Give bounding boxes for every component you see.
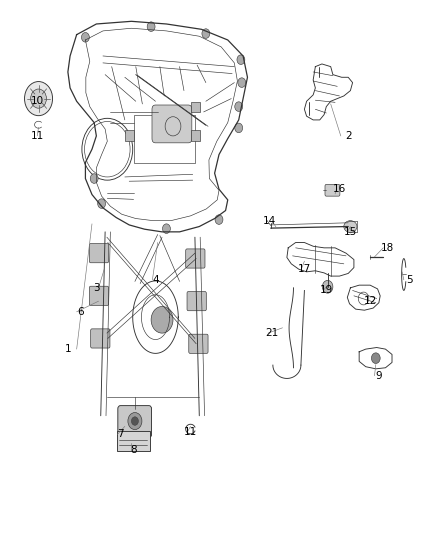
Text: 4: 4 xyxy=(152,275,159,285)
Bar xyxy=(191,102,200,112)
Circle shape xyxy=(98,199,106,208)
Text: 14: 14 xyxy=(263,216,276,226)
Text: 9: 9 xyxy=(375,371,382,381)
Circle shape xyxy=(202,29,210,38)
Circle shape xyxy=(215,215,223,224)
Circle shape xyxy=(235,102,243,111)
Circle shape xyxy=(25,82,53,116)
Circle shape xyxy=(371,353,380,364)
Circle shape xyxy=(128,413,142,430)
Text: 12: 12 xyxy=(364,296,377,306)
Text: 2: 2 xyxy=(345,131,352,141)
Circle shape xyxy=(131,417,138,425)
FancyBboxPatch shape xyxy=(152,105,192,143)
Text: 7: 7 xyxy=(117,430,124,439)
FancyBboxPatch shape xyxy=(89,244,109,263)
Circle shape xyxy=(90,174,98,183)
Text: 3: 3 xyxy=(93,283,100,293)
Text: 6: 6 xyxy=(78,307,85,317)
FancyBboxPatch shape xyxy=(189,334,208,353)
Text: 16: 16 xyxy=(333,184,346,194)
Bar xyxy=(134,115,195,163)
Bar xyxy=(191,130,200,141)
FancyBboxPatch shape xyxy=(91,329,110,348)
FancyBboxPatch shape xyxy=(325,184,340,196)
Circle shape xyxy=(238,78,246,87)
Text: 11: 11 xyxy=(31,131,44,141)
Text: 1: 1 xyxy=(64,344,71,354)
Circle shape xyxy=(151,306,173,333)
Ellipse shape xyxy=(344,221,357,232)
FancyBboxPatch shape xyxy=(118,406,152,438)
FancyBboxPatch shape xyxy=(187,292,206,311)
Text: 15: 15 xyxy=(344,227,357,237)
FancyBboxPatch shape xyxy=(117,431,150,451)
Text: 18: 18 xyxy=(381,243,394,253)
Text: 17: 17 xyxy=(298,264,311,274)
Circle shape xyxy=(31,89,46,108)
Text: 19: 19 xyxy=(320,286,333,295)
Circle shape xyxy=(81,33,89,42)
Text: 5: 5 xyxy=(406,275,413,285)
Circle shape xyxy=(237,55,245,64)
Text: 8: 8 xyxy=(130,446,137,455)
Circle shape xyxy=(235,123,243,133)
Circle shape xyxy=(322,280,333,293)
Bar xyxy=(125,130,134,141)
Text: 10: 10 xyxy=(31,96,44,106)
Circle shape xyxy=(147,22,155,31)
FancyBboxPatch shape xyxy=(89,286,109,305)
Text: 11: 11 xyxy=(184,427,197,437)
FancyBboxPatch shape xyxy=(186,249,205,268)
Text: 21: 21 xyxy=(265,328,278,338)
Circle shape xyxy=(162,224,170,233)
